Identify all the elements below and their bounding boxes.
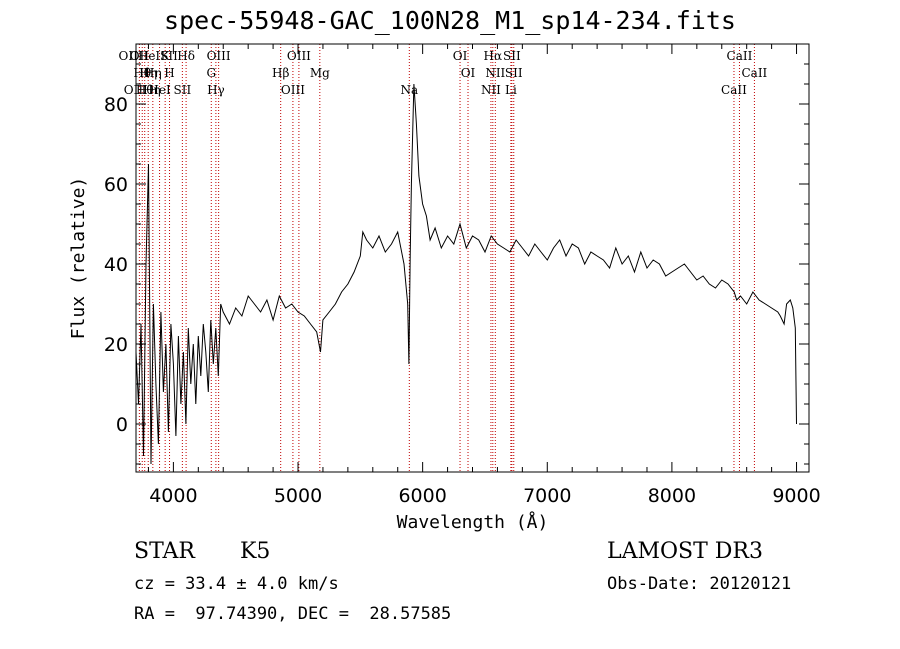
x-tick-label: 7000 — [523, 485, 571, 507]
line-label: CaII — [721, 83, 747, 97]
line-label: CaII — [741, 66, 767, 80]
line-label: OIIHeISII — [119, 49, 179, 63]
y-tick-label: 80 — [104, 94, 128, 116]
line-label: OII — [130, 49, 150, 63]
coordinates: RA = 97.74390, DEC = 28.57585 — [134, 604, 452, 624]
obs-date: Obs-Date: 20120121 — [607, 574, 792, 594]
line-label: Li — [505, 83, 517, 97]
line-markers — [138, 44, 755, 472]
line-label: OIII — [207, 49, 231, 63]
line-label: Hγ — [207, 83, 225, 97]
x-tick-label: 9000 — [772, 485, 820, 507]
y-tick-label: 0 — [116, 414, 128, 436]
line-label: K — [161, 49, 171, 63]
line-label: Hα — [484, 49, 503, 63]
line-label: G — [206, 66, 216, 80]
x-tick-label: 6000 — [398, 485, 446, 507]
line-label: SII — [174, 83, 192, 97]
line-label: H — [164, 66, 174, 80]
line-label: OI — [453, 49, 468, 63]
x-axis-label: Wavelength (Å) — [397, 511, 549, 533]
x-tick-label: 4000 — [149, 485, 197, 507]
spectrum-line — [135, 83, 797, 465]
line-label: NII — [485, 66, 505, 80]
line-label: OI — [461, 66, 476, 80]
line-label: OIII — [281, 83, 305, 97]
chart-title: spec-55948-GAC_100N28_M1_sp14-234.fits — [164, 6, 736, 35]
object-subclass: K5 — [240, 539, 271, 564]
plot-frame — [135, 43, 810, 473]
line-label: OIIHη — [124, 83, 161, 97]
x-tick-label: 8000 — [648, 485, 696, 507]
redshift-text: cz = 33.4 ± 4.0 km/s — [134, 574, 339, 594]
line-label: HeI — [148, 83, 171, 97]
line-label: Hη — [144, 66, 162, 80]
object-class: STAR — [134, 539, 195, 564]
line-label: SII — [505, 66, 523, 80]
x-tick-label: 5000 — [274, 485, 322, 507]
line-label: Hβ — [272, 66, 289, 80]
line-labels: OIIHθOIIHηHθOIIHeISIIHηHηHeIKHSIIHδGHγOI… — [119, 49, 768, 97]
line-label: OIII — [287, 49, 311, 63]
y-tick-label: 40 — [104, 254, 128, 276]
line-label: Hη — [139, 66, 157, 80]
line-label: CaII — [727, 49, 753, 63]
survey-name: LAMOST DR3 — [607, 539, 763, 564]
line-label: SII — [503, 49, 521, 63]
line-label: Na — [400, 83, 418, 97]
axes: 4000 5000 6000 7000 8000 9000 0 20 40 60 80 — [104, 44, 821, 507]
line-label: Hθ — [133, 66, 151, 80]
y-axis-label: Flux (relative) — [68, 177, 89, 340]
spectrum-series — [135, 83, 797, 465]
y-tick-label: 60 — [104, 174, 128, 196]
y-tick-label: 20 — [104, 334, 128, 356]
line-label: Hδ — [177, 49, 195, 63]
line-label: NII — [481, 83, 501, 97]
line-label: Hθ — [136, 83, 154, 97]
line-label: Mg — [310, 66, 330, 80]
